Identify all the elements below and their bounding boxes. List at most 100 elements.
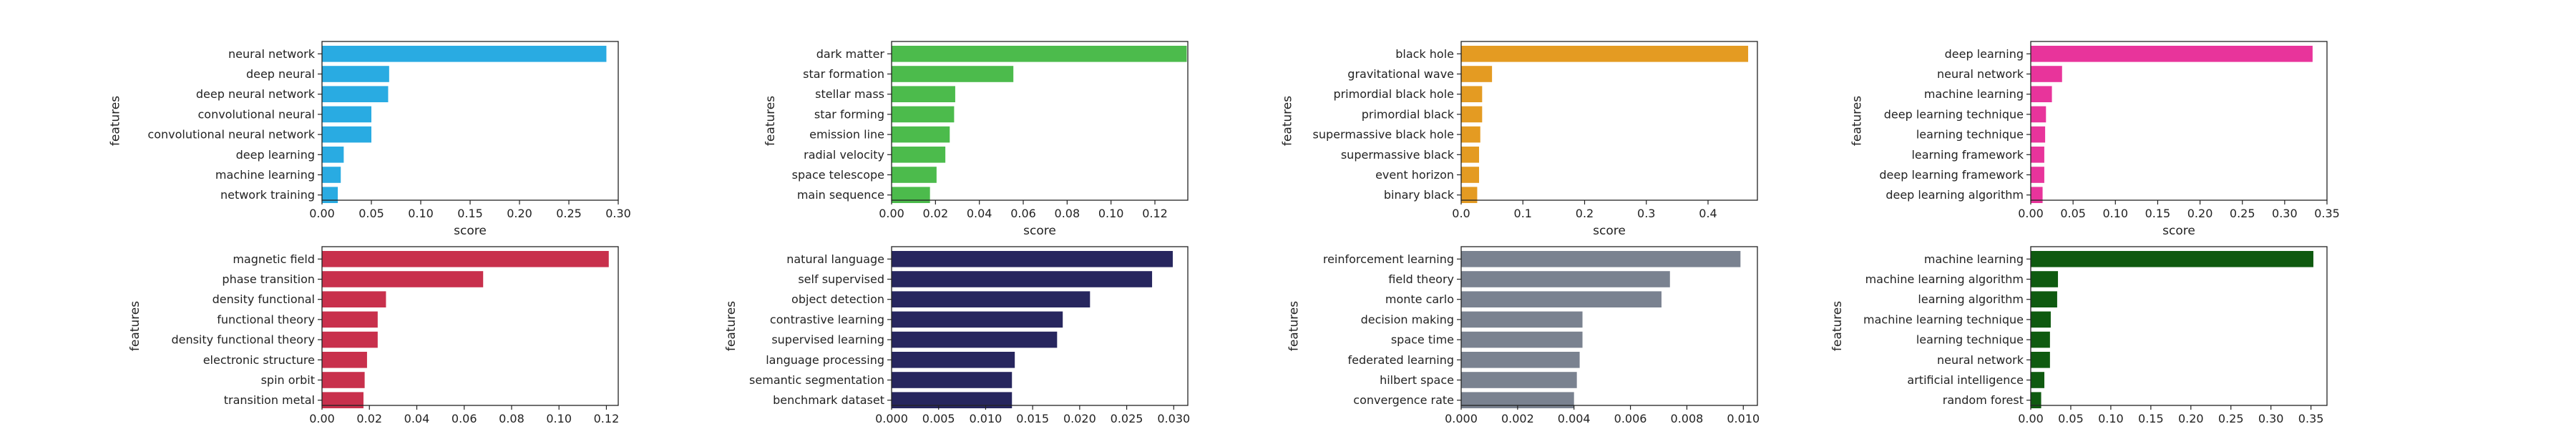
bar xyxy=(322,187,338,203)
y-tick-label: electronic structure xyxy=(203,353,315,367)
y-axis-title: features xyxy=(763,96,778,146)
plot-frame xyxy=(321,246,619,406)
y-tick-label: deep learning algorithm xyxy=(1885,188,2024,202)
bar xyxy=(1461,167,1480,183)
x-axis-title: score xyxy=(2162,224,2195,238)
bar xyxy=(322,352,367,368)
bar xyxy=(1461,66,1493,82)
x-tick-label: 0.002 xyxy=(1501,412,1534,425)
y-tick-label: learning framework xyxy=(1911,148,2024,162)
bar xyxy=(2031,352,2050,368)
y-tick-label: black hole xyxy=(1395,47,1454,61)
y-tick-label: radial velocity xyxy=(804,148,884,162)
plot-frame xyxy=(2030,246,2328,406)
plot-frame xyxy=(2030,41,2328,201)
bar xyxy=(2031,187,2043,203)
y-tick-label: primordial black hole xyxy=(1333,87,1454,101)
bar xyxy=(322,86,389,102)
bar xyxy=(892,311,1063,328)
y-tick-label: machine learning xyxy=(215,168,315,182)
y-tick-label: supermassive black xyxy=(1341,148,1455,162)
y-tick-label: hilbert space xyxy=(1380,373,1454,387)
x-tick-label: 0.005 xyxy=(922,412,955,425)
y-axis-title: features xyxy=(1830,301,1845,351)
y-tick-label: semantic segmentation xyxy=(749,373,884,387)
x-tick-label: 0.20 xyxy=(2178,412,2204,425)
x-tick-label: 0.1 xyxy=(1514,207,1532,220)
y-tick-label: machine learning xyxy=(1924,252,2024,266)
bar xyxy=(892,46,1187,62)
y-axis-title: features xyxy=(1287,301,1302,351)
x-tick-label: 0.06 xyxy=(452,412,477,425)
y-tick-label: random forest xyxy=(1943,393,2024,407)
x-tick-label: 0.25 xyxy=(556,207,582,220)
bar xyxy=(322,271,484,287)
x-tick-label: 0.2 xyxy=(1576,207,1594,220)
x-tick-label: 0.10 xyxy=(2102,207,2128,220)
y-tick-label: phase transition xyxy=(222,272,315,286)
x-tick-label: 0.12 xyxy=(1142,207,1168,220)
y-tick-label: deep neural network xyxy=(196,87,316,101)
x-tick-label: 0.015 xyxy=(1016,412,1049,425)
y-axis-title: features xyxy=(724,301,738,351)
y-tick-label: convolutional neural network xyxy=(147,128,315,142)
y-tick-label: benchmark dataset xyxy=(773,393,884,407)
plot-frame xyxy=(891,246,1189,406)
bar xyxy=(2031,372,2045,388)
y-axis-title: features xyxy=(1280,96,1294,146)
chart-panel-7: reinforcement learning field theory monte … xyxy=(1287,246,1760,425)
bar xyxy=(1461,271,1670,287)
bar xyxy=(322,106,371,123)
x-tick-label: 0.30 xyxy=(2258,412,2284,425)
y-tick-label: neural network xyxy=(228,47,316,61)
y-tick-label: field theory xyxy=(1388,272,1454,286)
y-tick-label: network training xyxy=(220,188,315,202)
y-tick-label: density functional theory xyxy=(171,333,315,347)
x-axis-title: score xyxy=(454,224,487,238)
x-tick-label: 0.05 xyxy=(358,207,384,220)
x-tick-label: 0.4 xyxy=(1699,207,1717,220)
y-tick-label: transition metal xyxy=(224,393,315,407)
x-tick-label: 0.06 xyxy=(1010,207,1036,220)
y-tick-label: decision making xyxy=(1361,312,1454,326)
y-tick-label: reinforcement learning xyxy=(1323,252,1454,266)
bar xyxy=(892,167,937,183)
bar xyxy=(1461,126,1480,143)
y-tick-label: space time xyxy=(1391,333,1454,347)
bar xyxy=(892,291,1091,307)
y-tick-label: dark matter xyxy=(816,47,885,61)
x-tick-label: 0.35 xyxy=(2314,207,2340,220)
y-tick-label: federated learning xyxy=(1348,353,1455,367)
bar xyxy=(2031,311,2051,328)
bar xyxy=(892,271,1153,287)
chart-panel-8: machine learning machine learning algorit… xyxy=(1830,246,2328,425)
bar xyxy=(892,392,1013,408)
x-tick-label: 0.15 xyxy=(457,207,483,220)
y-tick-label: object detection xyxy=(791,292,884,306)
x-tick-label: 0.10 xyxy=(2098,412,2124,425)
x-tick-label: 0.35 xyxy=(2298,412,2324,425)
bar xyxy=(322,147,344,163)
y-tick-label: primordial black xyxy=(1362,107,1455,121)
x-tick-label: 0.0 xyxy=(1452,207,1470,220)
bar xyxy=(2031,392,2041,408)
x-tick-label: 0.00 xyxy=(309,207,335,220)
chart-panel-6: natural language self supervised object de… xyxy=(724,246,1190,425)
y-tick-label: machine learning xyxy=(1924,87,2024,101)
y-tick-label: spin orbit xyxy=(261,373,315,387)
x-tick-label: 0.025 xyxy=(1111,412,1143,425)
bar xyxy=(892,66,1014,82)
x-tick-label: 0.10 xyxy=(546,412,572,425)
y-tick-label: convolutional neural xyxy=(197,107,315,121)
x-tick-label: 0.010 xyxy=(1727,412,1760,425)
bar xyxy=(322,372,365,388)
bar xyxy=(322,392,364,408)
y-tick-label: deep learning xyxy=(1945,47,2024,61)
y-tick-label: space telescope xyxy=(792,168,884,182)
x-tick-label: 0.08 xyxy=(499,412,525,425)
y-tick-label: deep learning framework xyxy=(1879,168,2024,182)
y-tick-label: machine learning technique xyxy=(1863,312,2024,326)
x-tick-label: 0.04 xyxy=(404,412,430,425)
y-tick-label: supermassive black hole xyxy=(1313,128,1454,142)
bar xyxy=(2031,66,2062,82)
